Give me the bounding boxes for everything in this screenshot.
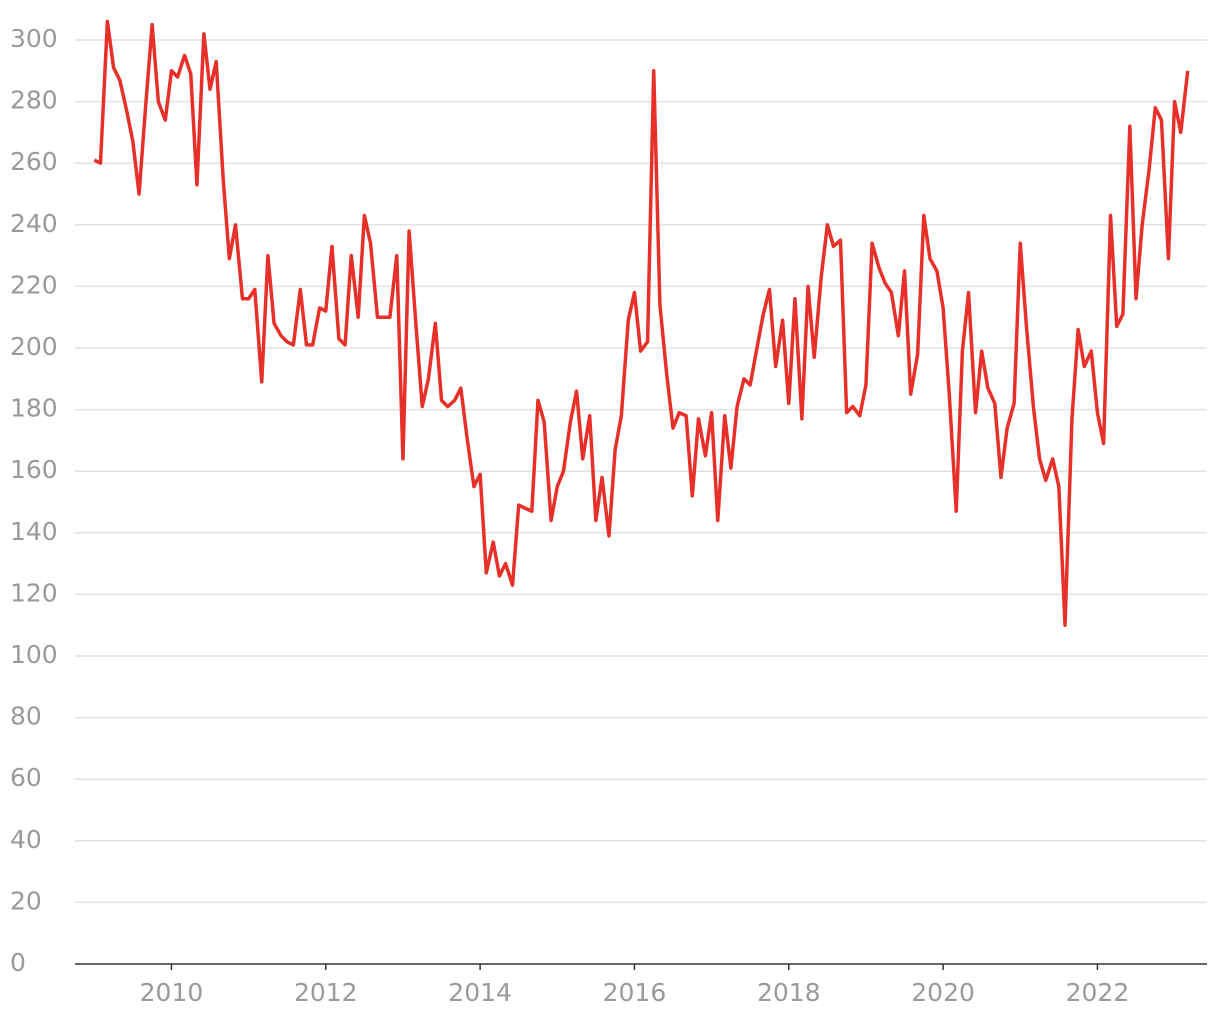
y-tick-label: 160 [10,455,58,484]
y-tick-label: 240 [10,209,58,238]
y-tick-label: 120 [10,578,58,607]
y-tick-label: 200 [10,332,58,361]
y-tick-label: 60 [10,763,42,792]
x-tick-label: 2010 [140,978,204,1007]
x-tick-label: 2014 [448,978,512,1007]
x-tick-label: 2020 [911,978,975,1007]
y-tick-label: 100 [10,640,58,669]
x-tick-label: 2012 [294,978,358,1007]
y-tick-label: 300 [10,24,58,53]
y-tick-label: 80 [10,702,42,731]
y-tick-label: 0 [10,948,26,977]
x-tick-label: 2018 [757,978,821,1007]
x-tick-label: 2022 [1066,978,1130,1007]
y-tick-label: 20 [10,886,42,915]
x-tick-label: 2016 [603,978,667,1007]
y-tick-label: 140 [10,517,58,546]
y-tick-label: 260 [10,147,58,176]
y-tick-label: 180 [10,394,58,423]
y-tick-label: 220 [10,270,58,299]
data-line [93,19,1190,627]
y-tick-label: 280 [10,86,58,115]
y-tick-label: 40 [10,825,42,854]
